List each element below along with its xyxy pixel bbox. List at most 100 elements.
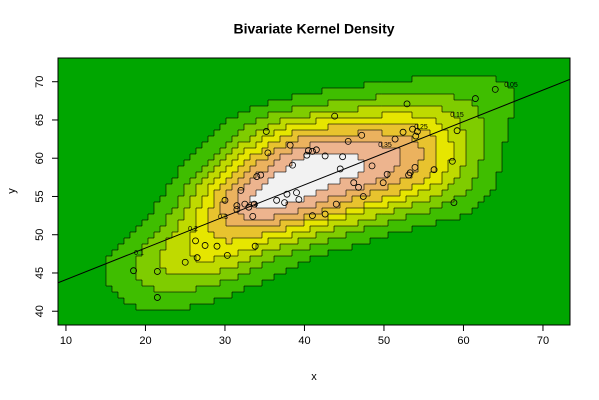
density-cell: [358, 124, 365, 131]
density-cell: [442, 94, 449, 101]
density-cell: [394, 292, 401, 299]
density-cell: [388, 118, 395, 125]
density-cell: [394, 112, 401, 119]
density-cell: [346, 286, 353, 293]
density-cell: [82, 208, 89, 215]
density-cell: [268, 196, 275, 203]
density-cell: [274, 202, 281, 209]
density-cell: [202, 232, 209, 239]
density-cell: [490, 256, 497, 263]
density-cell: [328, 238, 335, 245]
density-cell: [370, 244, 377, 251]
density-cell: [388, 214, 395, 221]
density-cell: [184, 94, 191, 101]
density-cell: [298, 214, 305, 221]
density-cell: [538, 232, 545, 239]
density-cell: [556, 142, 563, 149]
density-cell: [274, 322, 281, 325]
density-cell: [142, 316, 149, 323]
density-cell: [244, 112, 251, 119]
density-cell: [478, 124, 485, 131]
density-cell: [166, 154, 173, 161]
density-cell: [430, 214, 437, 221]
density-cell: [418, 292, 425, 299]
density-cell: [148, 286, 155, 293]
density-cell: [220, 130, 227, 137]
density-cell: [346, 310, 353, 317]
density-cell: [544, 256, 551, 263]
density-cell: [406, 142, 413, 149]
density-cell: [142, 142, 149, 149]
density-cell: [304, 322, 311, 325]
density-cell: [472, 286, 479, 293]
density-cell: [232, 286, 239, 293]
density-cell: [70, 148, 77, 155]
density-cell: [364, 316, 371, 323]
density-cell: [208, 274, 215, 281]
density-cell: [478, 70, 485, 77]
density-cell: [394, 316, 401, 323]
density-cell: [478, 154, 485, 161]
density-cell: [304, 76, 311, 83]
density-cell: [88, 160, 95, 167]
density-cell: [478, 82, 485, 89]
density-cell: [490, 202, 497, 209]
density-cell: [520, 184, 527, 191]
density-cell: [214, 196, 221, 203]
density-cell: [310, 310, 317, 317]
density-cell: [256, 214, 263, 221]
density-cell: [454, 106, 461, 113]
density-cell: [388, 136, 395, 143]
density-cell: [64, 88, 71, 95]
density-cell: [388, 142, 395, 149]
density-cell: [76, 262, 83, 269]
density-cell: [334, 70, 341, 77]
density-cell: [532, 316, 539, 323]
density-cell: [424, 244, 431, 251]
density-cell: [544, 58, 551, 65]
density-cell: [364, 166, 371, 173]
density-cell: [106, 100, 113, 107]
density-cell: [532, 148, 539, 155]
density-cell: [136, 130, 143, 137]
density-cell: [466, 94, 473, 101]
density-cell: [532, 298, 539, 305]
density-cell: [202, 88, 209, 95]
density-cell: [184, 190, 191, 197]
density-cell: [412, 82, 419, 89]
density-cell: [280, 274, 287, 281]
density-cell: [496, 274, 503, 281]
density-cell: [340, 322, 347, 325]
density-cell: [460, 262, 467, 269]
density-cell: [538, 154, 545, 161]
density-cell: [250, 118, 257, 125]
density-cell: [562, 262, 569, 269]
density-cell: [220, 88, 227, 95]
density-cell: [112, 64, 119, 71]
density-cell: [148, 292, 155, 299]
density-cell: [292, 112, 299, 119]
density-cell: [190, 178, 197, 185]
density-cell: [454, 292, 461, 299]
data-point: [303, 151, 311, 159]
density-cell: [472, 262, 479, 269]
density-cell: [370, 112, 377, 119]
density-cell: [568, 142, 570, 149]
density-cell: [268, 82, 275, 89]
density-cell: [304, 172, 311, 179]
density-cell: [142, 136, 149, 143]
density-cell: [310, 76, 317, 83]
density-cell: [466, 184, 473, 191]
density-cell: [508, 118, 515, 125]
density-cell: [148, 178, 155, 185]
density-cell: [448, 268, 455, 275]
density-cell: [466, 298, 473, 305]
density-cell: [454, 136, 461, 143]
density-cell: [484, 136, 491, 143]
density-cell: [202, 124, 209, 131]
density-cell: [472, 274, 479, 281]
density-cell: [118, 166, 125, 173]
density-cell: [220, 262, 227, 269]
density-cell: [232, 88, 239, 95]
density-cell: [250, 292, 257, 299]
